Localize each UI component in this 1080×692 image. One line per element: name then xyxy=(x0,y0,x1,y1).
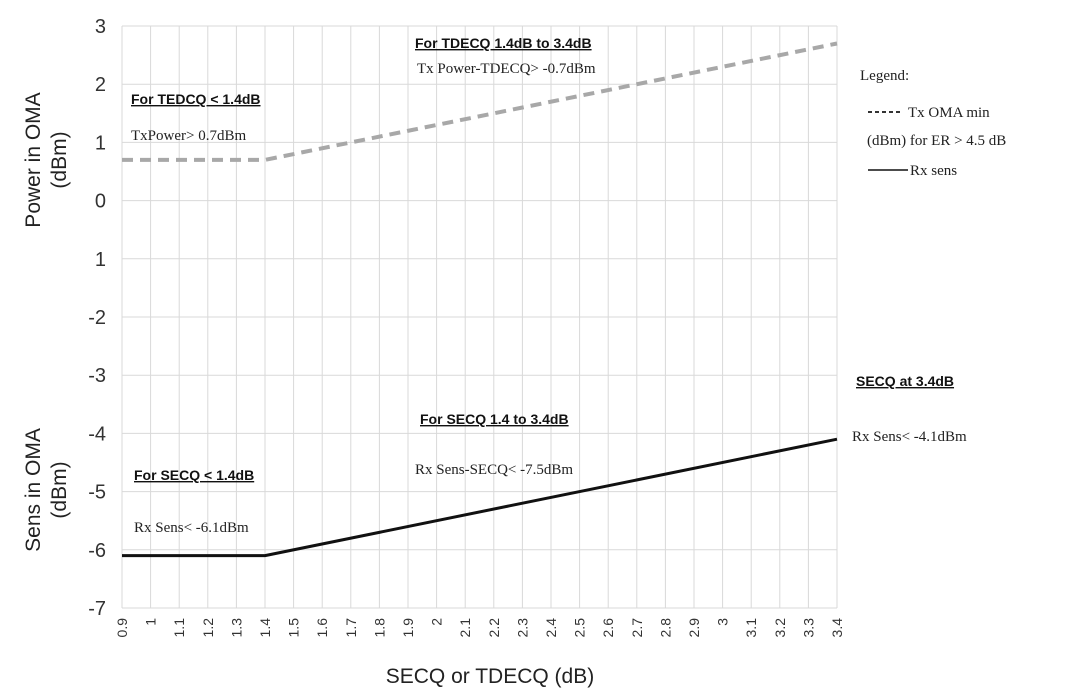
x-tick-label: 3 xyxy=(715,618,731,626)
chart-grid xyxy=(121,25,838,609)
legend-tx-line1: Tx OMA min xyxy=(908,105,990,121)
annotation-secq-high-title: SECQ at 3.4dB xyxy=(856,373,954,389)
x-tick-label: 0.9 xyxy=(114,618,130,638)
x-tick-label: 1.5 xyxy=(286,618,302,638)
y-axis-title-bottom: Sens in OMA (dBm) xyxy=(22,428,71,552)
x-tick-label: 2.5 xyxy=(572,618,588,638)
annotation-secq-mid-text: Rx Sens-SECQ< -7.5dBm xyxy=(415,462,573,478)
x-axis-ticks: 0.9 1 1.1 1.2 1.3 1.4 1.5 1.6 1.7 1.8 1.9 2 2.1 2.2 2.… xyxy=(114,618,845,638)
y-tick-label: 1 xyxy=(95,249,106,271)
legend-title: Legend: xyxy=(860,68,909,84)
chart-series xyxy=(122,41,838,558)
x-tick-label: 2.6 xyxy=(600,618,616,638)
y-tick-label: -6 xyxy=(88,540,106,562)
x-tick-label: 1.3 xyxy=(228,618,244,638)
series-line-rx xyxy=(122,437,838,558)
x-tick-label: 2.8 xyxy=(657,618,673,638)
annotation-secq-low-title: For SECQ < 1.4dB xyxy=(134,467,254,483)
y-tick-label: -5 xyxy=(88,482,106,504)
x-tick-label: 1.9 xyxy=(400,618,416,638)
y-axis-title-top-line2: (dBm) xyxy=(48,131,71,188)
x-tick-label: 3.3 xyxy=(800,618,816,638)
x-tick-label: 1 xyxy=(143,618,159,626)
y-tick-label: -4 xyxy=(88,423,106,445)
y-axis-title-top: Power in OMA (dBm) xyxy=(22,92,71,227)
series-line-tx xyxy=(122,41,838,162)
y-tick-label: -2 xyxy=(88,307,106,329)
annotation-tedcq-low-title: For TEDCQ < 1.4dB xyxy=(131,91,261,107)
y-tick-label: -7 xyxy=(88,598,106,620)
x-tick-label: 1.1 xyxy=(171,618,187,638)
x-tick-label: 3.1 xyxy=(743,618,759,638)
x-tick-label: 1.2 xyxy=(200,618,216,638)
annotation-secq-low-text: Rx Sens< -6.1dBm xyxy=(134,520,249,536)
y-axis-ticks: 3 2 1 0 1 -2 -3 -4 -5 -6 -7 xyxy=(88,16,106,620)
x-tick-label: 2 xyxy=(429,618,445,626)
y-axis-title-bottom-line2: (dBm) xyxy=(48,461,71,518)
annotation-tdecq-mid-text: Tx Power-TDECQ> -0.7dBm xyxy=(417,61,596,77)
x-tick-label: 3.4 xyxy=(829,618,845,638)
x-axis-title: SECQ or TDECQ (dB) xyxy=(386,665,594,688)
y-tick-label: 2 xyxy=(95,74,106,96)
x-tick-label: 2.1 xyxy=(457,618,473,638)
annotation-secq-high-text: Rx Sens< -4.1dBm xyxy=(852,429,967,445)
legend-tx-line2: (dBm) for ER > 4.5 dB xyxy=(867,133,1006,149)
x-tick-label: 1.6 xyxy=(314,618,330,638)
legend: Legend: Tx OMA min (dBm) for ER > 4.5 dB… xyxy=(860,68,1006,179)
x-tick-label: 2.7 xyxy=(629,618,645,638)
legend-rx-label: Rx sens xyxy=(910,163,957,179)
x-tick-label: 1.7 xyxy=(343,618,359,638)
x-tick-label: 3.2 xyxy=(772,618,788,638)
x-tick-label: 2.3 xyxy=(514,618,530,638)
y-tick-label: -3 xyxy=(88,365,106,387)
y-tick-label: 3 xyxy=(95,16,106,38)
y-axis-title-bottom-line1: Sens in OMA xyxy=(22,428,45,552)
y-tick-label: 0 xyxy=(95,191,106,213)
y-tick-label: 1 xyxy=(95,132,106,154)
annotation-tdecq-mid-title: For TDECQ 1.4dB to 3.4dB xyxy=(415,35,592,51)
x-tick-label: 1.8 xyxy=(371,618,387,638)
x-tick-label: 2.2 xyxy=(486,618,502,638)
x-tick-label: 2.4 xyxy=(543,618,559,638)
x-tick-label: 2.9 xyxy=(686,618,702,638)
annotation-tedcq-low-text: TxPower> 0.7dBm xyxy=(131,128,246,144)
x-tick-label: 1.4 xyxy=(257,618,273,638)
annotation-secq-mid-title: For SECQ 1.4 to 3.4dB xyxy=(420,411,569,427)
y-axis-title-top-line1: Power in OMA xyxy=(22,92,45,227)
